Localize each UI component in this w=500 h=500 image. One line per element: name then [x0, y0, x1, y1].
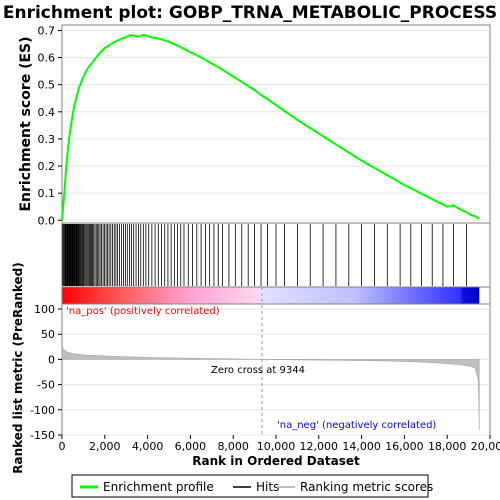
es-y-tick-label: 0.6: [38, 52, 56, 65]
positive-correlation-label: 'na_pos' (positively correlated): [66, 306, 220, 317]
x-tick-label: 6,000: [175, 440, 207, 453]
metric-y-tick-label: -150: [30, 429, 55, 442]
metric-y-tick-label: 0: [48, 353, 55, 366]
rank-x-axis: 0 2,000 4,000 6,000 8,000 10,000 12,000 14,000 1…: [59, 435, 500, 453]
metric-plot-area: [61, 303, 491, 436]
es-y-axis-title: Enrichment score (ES): [18, 36, 34, 211]
legend-box: [71, 474, 429, 498]
x-tick-label: 18,000: [428, 440, 467, 453]
metric-y-tick-label: -100: [30, 404, 55, 417]
x-tick-label: 14,000: [342, 440, 381, 453]
zero-cross-label: Zero cross at 9344: [211, 365, 305, 376]
x-tick-label: 2,000: [89, 440, 121, 453]
legend-item-ranking-metric: Ranking metric scores: [277, 480, 433, 494]
metric-y-tick-label: 100: [34, 303, 55, 316]
ranked-list-color-band: [62, 287, 480, 304]
es-y-tick-label: 0.7: [38, 24, 56, 37]
es-y-tick-label: 0.0: [38, 214, 56, 227]
metric-y-tick-label: -50: [37, 379, 55, 392]
enrichment-profile-line: [61, 33, 480, 221]
metric-y-axis: 100 50 0 -50 -100 -150: [30, 303, 62, 442]
es-y-tick-label: 0.5: [38, 79, 56, 92]
es-y-tick-label: 0.4: [38, 106, 56, 119]
negative-correlation-label: 'na_neg' (negatively correlated): [277, 420, 436, 431]
legend-item-hits: Hits: [233, 480, 279, 494]
hits-marks: [62, 224, 467, 286]
es-y-axis: 0.0 0.1 0.2 0.3 0.4 0.5 0.6 0.7: [38, 24, 62, 227]
es-y-tick-label: 0.2: [38, 160, 56, 173]
x-tick-label: 0: [59, 440, 66, 453]
es-y-tick-label: 0.3: [38, 133, 56, 146]
legend-label-hits: Hits: [256, 480, 279, 494]
x-tick-label: 4,000: [132, 440, 164, 453]
x-tick-label: 12,000: [300, 440, 339, 453]
x-tick-label: 8,000: [217, 440, 249, 453]
x-tick-label: 20,000: [471, 440, 500, 453]
x-tick-label: 16,000: [385, 440, 424, 453]
legend-label-ranking-metric: Ranking metric scores: [300, 480, 433, 494]
legend-label-enrichment-profile: Enrichment profile: [103, 480, 214, 494]
metric-y-axis-title: Ranked list metric (PreRanked): [11, 262, 25, 474]
metric-y-tick-label: 50: [41, 328, 55, 341]
x-tick-label: 10,000: [257, 440, 296, 453]
plot-title: Enrichment plot: GOBP_TRNA_METABOLIC_PRO…: [3, 3, 497, 23]
es-y-tick-label: 0.1: [38, 187, 56, 200]
x-axis-title: Rank in Ordered Dataset: [192, 454, 360, 468]
legend-item-enrichment-profile: Enrichment profile: [80, 480, 214, 494]
